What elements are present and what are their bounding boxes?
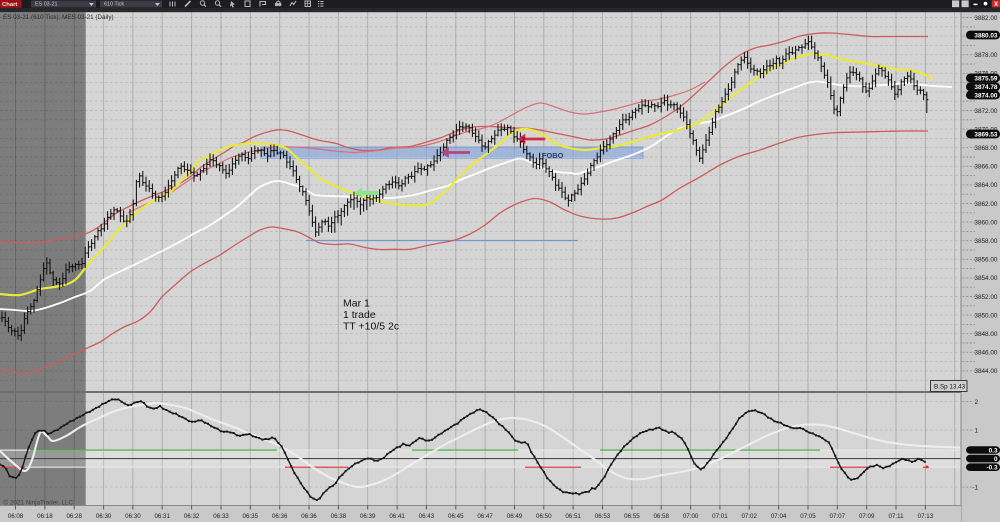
svg-text:06:58: 06:58 xyxy=(653,513,669,520)
svg-text:3856.00: 3856.00 xyxy=(974,257,998,264)
svg-text:3875.59: 3875.59 xyxy=(974,75,998,82)
svg-text:06:18: 06:18 xyxy=(37,513,53,520)
svg-text:ES 03-21 (610 Tick); MES 03-21: ES 03-21 (610 Tick); MES 03-21 (Daily) xyxy=(3,14,114,21)
svg-text:3872.00: 3872.00 xyxy=(974,108,998,115)
svg-text:3862.00: 3862.00 xyxy=(974,201,998,208)
svg-text:FOBO: FOBO xyxy=(542,151,564,160)
svg-text:06:39: 06:39 xyxy=(360,513,376,520)
svg-text:06:51: 06:51 xyxy=(565,513,581,520)
svg-text:07:00: 07:00 xyxy=(683,513,699,520)
svg-text:Chart: Chart xyxy=(2,2,17,8)
svg-text:ES 03-21: ES 03-21 xyxy=(35,2,57,8)
svg-text:3858.00: 3858.00 xyxy=(974,238,998,245)
svg-text:3878.00: 3878.00 xyxy=(974,52,998,59)
svg-text:3882.00: 3882.00 xyxy=(974,15,998,22)
svg-text:06:45: 06:45 xyxy=(448,513,464,520)
svg-text:07:13: 07:13 xyxy=(918,513,934,520)
svg-text:B.Sp 13.43: B.Sp 13.43 xyxy=(934,384,966,391)
svg-text:3880.03: 3880.03 xyxy=(974,32,998,39)
svg-text:06:49: 06:49 xyxy=(507,513,523,520)
svg-text:3866.00: 3866.00 xyxy=(974,164,998,171)
svg-text:06:30: 06:30 xyxy=(125,513,141,520)
svg-text:TT +10/5 2c: TT +10/5 2c xyxy=(343,321,399,333)
svg-text:1 trade: 1 trade xyxy=(343,309,376,321)
svg-text:© 2021 NinjaTrader, LLC: © 2021 NinjaTrader, LLC xyxy=(4,499,74,507)
svg-text:06:36: 06:36 xyxy=(272,513,288,520)
svg-text:3869.53: 3869.53 xyxy=(974,131,998,138)
svg-text:3844.00: 3844.00 xyxy=(974,368,998,375)
svg-text:3848.00: 3848.00 xyxy=(974,331,998,338)
svg-text:06:35: 06:35 xyxy=(243,513,259,520)
svg-text:3850.00: 3850.00 xyxy=(974,312,998,319)
svg-text:Mar 1: Mar 1 xyxy=(343,298,370,310)
svg-text:06:43: 06:43 xyxy=(419,513,435,520)
svg-text:06:30: 06:30 xyxy=(96,513,112,520)
svg-text:3874.78: 3874.78 xyxy=(974,84,998,91)
svg-text:06:33: 06:33 xyxy=(213,513,229,520)
svg-text:06:41: 06:41 xyxy=(389,513,405,520)
svg-text:07:01: 07:01 xyxy=(712,513,728,520)
svg-text:-0.3: -0.3 xyxy=(986,465,997,472)
svg-text:X: X xyxy=(994,1,999,8)
svg-text:07:04: 07:04 xyxy=(771,513,787,520)
svg-text:07:11: 07:11 xyxy=(888,513,904,520)
svg-text:07:05: 07:05 xyxy=(800,513,816,520)
svg-text:3860.00: 3860.00 xyxy=(974,219,998,226)
svg-text:1: 1 xyxy=(974,427,978,434)
svg-text:07:07: 07:07 xyxy=(830,513,846,520)
svg-text:0: 0 xyxy=(994,456,998,463)
svg-text:3852.00: 3852.00 xyxy=(974,294,998,301)
svg-text:2: 2 xyxy=(521,135,525,144)
svg-text:3846.00: 3846.00 xyxy=(974,350,998,357)
svg-text:06:47: 06:47 xyxy=(477,513,493,520)
svg-text:-1: -1 xyxy=(972,484,978,491)
svg-text:06:36: 06:36 xyxy=(301,513,317,520)
svg-text:07:09: 07:09 xyxy=(859,513,875,520)
svg-text:06:50: 06:50 xyxy=(536,513,552,520)
svg-text:3868.00: 3868.00 xyxy=(974,145,998,152)
svg-text:0.3: 0.3 xyxy=(989,447,998,454)
svg-text:06:32: 06:32 xyxy=(184,513,200,520)
svg-text:07:02: 07:02 xyxy=(741,513,757,520)
svg-text:06:08: 06:08 xyxy=(8,513,24,520)
svg-text:06:28: 06:28 xyxy=(66,513,82,520)
svg-text:06:53: 06:53 xyxy=(595,513,611,520)
svg-text:2: 2 xyxy=(974,399,978,406)
svg-text:610 Tick: 610 Tick xyxy=(104,2,124,8)
svg-text:06:31: 06:31 xyxy=(154,513,170,520)
svg-text:3864.00: 3864.00 xyxy=(974,182,998,189)
svg-text:3874.00: 3874.00 xyxy=(974,92,998,99)
svg-text:3854.00: 3854.00 xyxy=(974,275,998,282)
svg-text:06:38: 06:38 xyxy=(331,513,347,520)
svg-text:06:55: 06:55 xyxy=(624,513,640,520)
